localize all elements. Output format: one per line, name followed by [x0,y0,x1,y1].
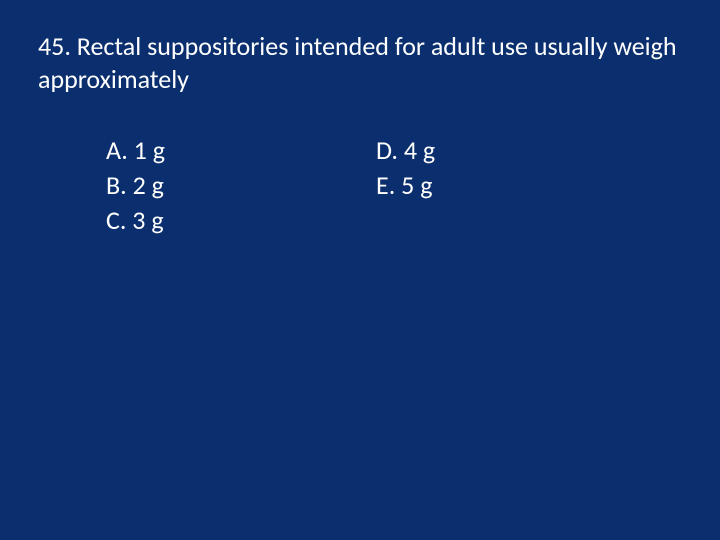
option-b: B. 2 g [106,168,376,203]
slide: 45. Rectal suppositories intended for ad… [0,0,720,540]
option-e: E. 5 g [376,168,435,203]
option-a: A. 1 g [106,133,376,168]
option-c: C. 3 g [106,203,376,238]
option-d: D. 4 g [376,133,435,168]
question-stem: 45. Rectal suppositories intended for ad… [38,30,682,95]
options-container: A. 1 g B. 2 g C. 3 g D. 4 g E. 5 g [38,133,682,238]
options-col-left: A. 1 g B. 2 g C. 3 g [106,133,376,238]
options-col-right: D. 4 g E. 5 g [376,133,435,238]
